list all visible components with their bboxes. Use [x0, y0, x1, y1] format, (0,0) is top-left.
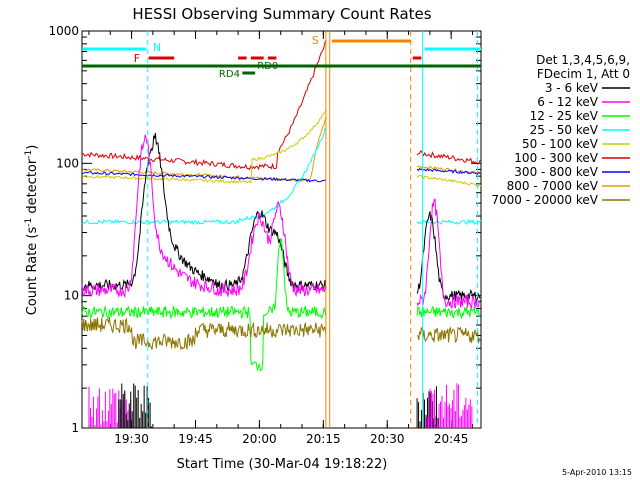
axes: 19:30 19:45 20:00 20:15 20:30 20:45 1 10 100 1000 [48, 24, 481, 446]
y-axis-label-sup1: -1 [24, 218, 34, 227]
x-tick-label: 19:45 [178, 432, 213, 446]
legend-label: 12 - 25 keV [530, 109, 599, 123]
traces [81, 39, 482, 428]
series-800-7000-kev [416, 165, 482, 175]
series-100-300-kev [81, 39, 327, 171]
series-25-50-kev [416, 218, 482, 226]
legend-label: 7000 - 20000 keV [491, 193, 598, 207]
series-3-6-kev [416, 211, 481, 303]
legend: Det 1,3,4,5,6,9, FDecim 1, Att 0 3 - 6 k… [491, 53, 630, 207]
y-axis-label: Count Rate (s-1 detector-1) [24, 145, 40, 316]
chart-title: HESSI Observing Summary Count Rates [132, 5, 431, 23]
series-800-7000-kev [81, 117, 327, 183]
legend-label: 25 - 50 keV [530, 123, 599, 137]
y-axis-label-sup2: -1 [24, 150, 34, 159]
y-tick-label: 100 [56, 156, 79, 170]
generation-timestamp: 5-Apr-2010 13:15 [562, 468, 632, 477]
series-12-25-kev [81, 238, 327, 372]
series-12-25-kev [416, 305, 481, 320]
flag-label-rd4: RD4 [219, 69, 240, 80]
series-3-6-kev [81, 133, 327, 292]
y-tick-label: 1000 [48, 24, 79, 38]
flag-label-s: S [312, 34, 319, 47]
legend-header-line2: FDecim 1, Att 0 [537, 67, 630, 81]
flags: NF S RD0 RD4 [82, 31, 481, 428]
plot-frame [81, 30, 482, 429]
series-25-50-kev [81, 127, 327, 226]
x-tick-label: 20:15 [306, 432, 341, 446]
flag-label-n: N [153, 41, 161, 54]
x-tick-label: 20:45 [434, 432, 469, 446]
series-7000-20000-kev [81, 317, 327, 351]
series-300-800-kev [81, 171, 327, 183]
x-tick-label: 20:00 [242, 432, 277, 446]
legend-label: 6 - 12 keV [537, 95, 599, 109]
y-tick-label: 10 [64, 289, 79, 303]
legend-label: 100 - 300 keV [514, 151, 598, 165]
series-100-300-kev [416, 149, 482, 165]
series-6-12-kev [416, 198, 481, 310]
y-axis-label-main: Count Rate (s [25, 227, 40, 316]
series-6-12-kev [81, 134, 327, 299]
x-tick-label: 20:30 [370, 432, 405, 446]
legend-header-line1: Det 1,3,4,5,6,9, [536, 53, 630, 67]
y-axis-label-end: ) [25, 145, 40, 150]
legend-label: 300 - 800 keV [514, 165, 598, 179]
series-50-100-kev [416, 174, 482, 187]
plot-area [81, 30, 482, 429]
legend-label: 800 - 7000 keV [507, 179, 599, 193]
flag-label-f: F [134, 52, 140, 65]
y-tick-label: 1 [71, 421, 79, 435]
legend-label: 50 - 100 keV [522, 137, 599, 151]
series-50-100-kev [81, 108, 327, 184]
flag-label-rd0: RD0 [257, 61, 278, 72]
y-axis-label-mid: detector [25, 158, 40, 218]
x-axis-label: Start Time (30-Mar-04 19:18:22) [177, 457, 388, 472]
series-300-800-kev [416, 167, 482, 175]
series-7000-20000-kev [417, 326, 481, 344]
x-tick-label: 19:30 [114, 432, 149, 446]
legend-label: 3 - 6 keV [545, 81, 599, 95]
